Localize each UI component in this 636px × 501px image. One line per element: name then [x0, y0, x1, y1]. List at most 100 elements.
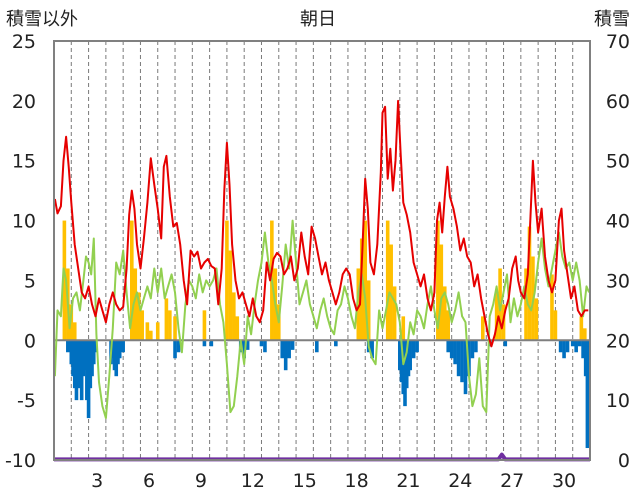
orange-bar — [385, 220, 390, 341]
orange-bar — [164, 298, 169, 341]
orange-bar — [439, 244, 444, 341]
left-tick-label: 0 — [24, 330, 36, 352]
orange-bar — [140, 310, 144, 341]
orange-bar — [579, 316, 584, 341]
orange-bar — [232, 292, 236, 341]
left-tick-label: 5 — [24, 270, 36, 292]
orange-bar — [130, 220, 134, 341]
right-tick-label: 20 — [606, 330, 630, 352]
orange-bar — [389, 244, 393, 341]
orange-bar — [359, 238, 364, 341]
orange-bar — [62, 220, 67, 341]
x-tick-label: 3 — [91, 470, 103, 492]
blue-bar — [370, 340, 374, 359]
orange-bar — [133, 268, 138, 341]
blue-bar — [121, 340, 125, 353]
blue-bar — [315, 340, 319, 353]
orange-bar — [225, 220, 229, 341]
blue-bar — [411, 340, 416, 359]
orange-bar — [235, 316, 240, 341]
left-tick-label: 10 — [12, 211, 36, 233]
x-tick-label: 27 — [500, 470, 524, 492]
orange-bar — [72, 322, 77, 341]
blue-bar — [453, 340, 457, 365]
x-tick-label: 6 — [143, 470, 155, 492]
orange-bar — [202, 310, 207, 341]
x-axis-ticks: 3 6 9 12 15 18 21 24 27 30 — [91, 470, 576, 492]
orange-bar — [356, 268, 361, 341]
orange-bar — [524, 268, 528, 341]
orange-bar — [553, 310, 558, 341]
blue-bar — [334, 340, 338, 347]
blue-bar — [259, 340, 264, 347]
red-line — [53, 99, 589, 348]
blue-bar — [474, 340, 478, 353]
blue-bar — [176, 340, 181, 353]
blue-bar — [585, 340, 590, 449]
orange-bar — [481, 316, 485, 341]
blue-bar — [463, 340, 468, 395]
x-tick-label: 9 — [195, 470, 207, 492]
orange-bar — [69, 304, 74, 341]
blue-bar — [562, 340, 566, 359]
blue-bar — [245, 340, 250, 350]
blue-bar — [565, 340, 570, 353]
orange-bar — [149, 330, 153, 341]
orange-bar — [168, 310, 172, 341]
blue-bar-series — [66, 340, 591, 449]
blue-bar — [449, 340, 454, 359]
left-tick-label: 25 — [12, 31, 36, 53]
orange-bar — [527, 226, 532, 341]
blue-bar — [93, 340, 98, 353]
blue-bar — [283, 340, 288, 371]
right-tick-label: 50 — [606, 151, 630, 173]
blue-bar — [209, 340, 214, 347]
right-tick-label: 60 — [606, 91, 630, 113]
purple-line — [54, 452, 590, 462]
left-tick-label: 20 — [12, 91, 36, 113]
x-tick-label: 12 — [241, 470, 265, 492]
blue-bar — [408, 340, 412, 371]
blue-bar — [263, 340, 267, 353]
blue-bar — [280, 340, 285, 359]
orange-bar — [392, 286, 397, 341]
right-tick-label: 0 — [618, 450, 630, 472]
orange-bar — [442, 286, 447, 341]
blue-bar — [66, 340, 70, 353]
x-tick-label: 21 — [396, 470, 420, 492]
blue-bar — [456, 340, 461, 377]
right-axis-label: 積雪 — [594, 9, 630, 30]
chart-title: 朝日 — [300, 9, 336, 30]
orange-bar — [436, 220, 440, 341]
blue-bar — [117, 340, 122, 359]
blue-bar — [503, 340, 508, 347]
blue-bar — [558, 340, 563, 353]
orange-bar — [363, 220, 368, 341]
left-tick-label: -5 — [17, 390, 36, 412]
orange-bar — [583, 328, 587, 341]
blue-bar — [287, 340, 291, 359]
blue-bar — [467, 340, 471, 377]
right-tick-label: 30 — [606, 270, 630, 292]
blue-bar — [570, 340, 575, 347]
orange-bar — [494, 292, 499, 341]
x-tick-label: 15 — [293, 470, 317, 492]
orange-bar — [173, 316, 177, 341]
orange-bar — [145, 322, 150, 341]
blue-bar — [446, 340, 451, 353]
plot-frame — [53, 40, 591, 461]
blue-bar — [202, 340, 207, 347]
left-axis-label: 積雪以外 — [6, 9, 78, 30]
orange-bar — [534, 298, 539, 341]
day-gridlines — [70, 41, 574, 460]
blue-bar — [290, 340, 295, 350]
blue-bar — [581, 340, 585, 359]
blue-bar — [242, 340, 246, 359]
right-tick-label: 70 — [606, 31, 630, 53]
x-tick-label: 18 — [344, 470, 368, 492]
orange-bar — [228, 250, 233, 341]
right-tick-label: 40 — [606, 211, 630, 233]
orange-bar — [136, 292, 141, 341]
blue-bar — [460, 340, 464, 383]
